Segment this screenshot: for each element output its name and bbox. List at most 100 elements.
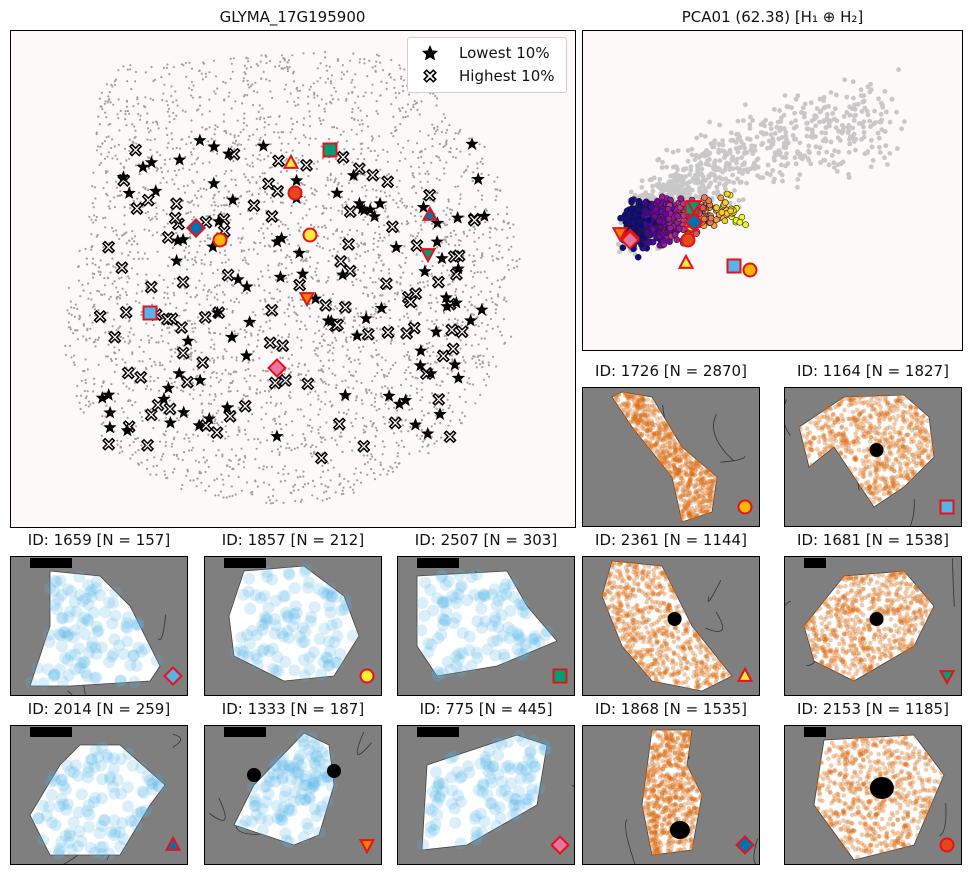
nucleus-panel bbox=[10, 725, 188, 865]
transcript-dots bbox=[25, 570, 163, 690]
nucleus-panel bbox=[582, 556, 760, 696]
transcript-dots bbox=[229, 563, 359, 682]
highest-marker bbox=[301, 377, 315, 391]
scale-bar bbox=[224, 727, 266, 737]
lowest-marker bbox=[392, 397, 407, 410]
nucleus-marker bbox=[737, 499, 753, 515]
lowest-marker bbox=[477, 209, 492, 222]
nucleus-panel-title: ID: 1333 [N = 187] bbox=[221, 700, 365, 718]
nucleus-shape bbox=[798, 394, 935, 508]
highest-marker bbox=[121, 366, 135, 380]
highlight-marker-2361 bbox=[282, 153, 300, 169]
lowest-marker bbox=[430, 216, 445, 229]
nucleus-marker bbox=[938, 670, 956, 686]
nucleus-panel-title: ID: 1868 [N = 1535] bbox=[595, 700, 747, 718]
lowest-markers bbox=[95, 133, 492, 443]
highest-marker bbox=[276, 339, 290, 353]
nucleus-shape bbox=[421, 734, 548, 851]
scale-bar bbox=[804, 727, 826, 737]
nucleus-shape bbox=[803, 570, 935, 682]
highest-marker bbox=[332, 417, 346, 431]
panel-frame bbox=[784, 556, 962, 696]
nucleus-shape bbox=[233, 732, 335, 846]
star-icon bbox=[421, 45, 439, 61]
lowest-marker bbox=[451, 371, 466, 384]
highest-marker bbox=[381, 175, 395, 189]
lowest-marker bbox=[336, 267, 350, 281]
lowest-marker bbox=[296, 267, 310, 280]
nucleus-panel-title: ID: 1659 [N = 157] bbox=[27, 531, 171, 549]
lowest-marker bbox=[352, 196, 367, 210]
lowest-marker bbox=[206, 239, 220, 253]
chart-legend: Lowest 10% Highest 10% bbox=[407, 37, 567, 93]
lowest-marker bbox=[176, 232, 190, 246]
nucleus-panel-title: ID: 1681 [N = 1538] bbox=[797, 531, 949, 549]
highest-marker bbox=[160, 312, 175, 326]
highest-marker bbox=[452, 249, 466, 263]
nucleus-shape bbox=[29, 744, 166, 856]
transcript-dots bbox=[415, 568, 553, 682]
nucleus-panel-title: ID: 2153 [N = 1185] bbox=[797, 700, 949, 718]
highest-marker bbox=[130, 201, 144, 216]
highest-marker bbox=[119, 305, 133, 319]
lowest-marker bbox=[116, 170, 130, 183]
main-chart-title: GLYMA_17G195900 bbox=[219, 8, 366, 26]
nucleus-marker bbox=[358, 839, 376, 855]
lowest-marker bbox=[440, 299, 454, 313]
highest-marker bbox=[161, 230, 175, 245]
scale-bar bbox=[804, 558, 826, 568]
lowest-marker bbox=[172, 152, 187, 166]
nucleus-panel bbox=[784, 387, 962, 527]
lowest-marker bbox=[357, 203, 371, 216]
pca-highlight-marker-1164 bbox=[726, 258, 742, 274]
lowest-marker bbox=[103, 405, 117, 419]
lowest-marker bbox=[321, 313, 335, 327]
lowest-marker bbox=[330, 186, 344, 199]
pca-chart-title: PCA01 (62.38) [H₁ ⊕ H₂] bbox=[681, 8, 864, 26]
highest-marker bbox=[141, 193, 155, 207]
highest-marker bbox=[93, 309, 107, 324]
highest-marker bbox=[341, 237, 356, 251]
nucleus-panel-title: ID: 775 [N = 445] bbox=[419, 700, 553, 718]
lowest-marker bbox=[163, 415, 178, 429]
highest-marker bbox=[336, 150, 350, 164]
nucleus-marker bbox=[550, 835, 570, 855]
highest-marker bbox=[361, 327, 375, 341]
highest-marker bbox=[293, 278, 307, 292]
lowest-marker bbox=[220, 400, 234, 414]
highest-marker bbox=[180, 375, 194, 389]
highlight-marker-2014 bbox=[421, 205, 439, 221]
lowest-marker bbox=[367, 209, 382, 223]
highest-marker bbox=[445, 323, 459, 337]
lowest-marker bbox=[274, 231, 289, 244]
transcript-dots bbox=[236, 730, 338, 848]
nucleus-shape bbox=[611, 391, 718, 523]
transcript-dots bbox=[641, 727, 704, 857]
highest-marker bbox=[379, 277, 393, 291]
plot-frame bbox=[10, 30, 576, 528]
nucleus-panel-title: ID: 1164 [N = 1827] bbox=[797, 362, 949, 380]
highest-marker bbox=[352, 162, 366, 176]
highest-marker bbox=[423, 188, 437, 202]
nucleus-panel-title: ID: 1857 [N = 212] bbox=[221, 531, 365, 549]
highlight-marker-1868 bbox=[186, 218, 206, 238]
nucleus-marker bbox=[939, 837, 955, 853]
highlight-marker-1333 bbox=[298, 292, 316, 308]
lowest-marker bbox=[292, 246, 307, 259]
highest-marker bbox=[144, 408, 158, 422]
lowest-marker bbox=[103, 420, 117, 434]
transcript-dots bbox=[612, 390, 719, 524]
lowest-marker bbox=[439, 290, 453, 304]
highest-marker bbox=[409, 287, 423, 301]
highest-marker bbox=[268, 376, 282, 390]
nucleus-panel-title: ID: 2361 [N = 1144] bbox=[595, 531, 747, 549]
main-scatter-plot bbox=[10, 30, 576, 528]
highest-marker bbox=[404, 295, 418, 309]
lowest-marker bbox=[465, 137, 479, 150]
transcript-dots bbox=[32, 741, 166, 860]
lowest-marker bbox=[398, 393, 413, 407]
highest-marker bbox=[431, 275, 446, 289]
highest-marker bbox=[169, 197, 184, 211]
lowest-marker bbox=[424, 366, 438, 380]
highest-marker bbox=[265, 303, 279, 317]
